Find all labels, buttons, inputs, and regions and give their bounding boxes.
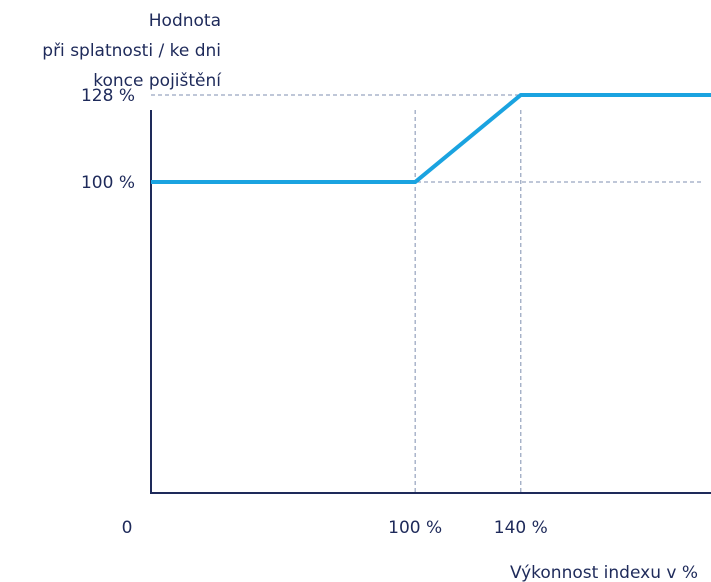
y-tick-label: 128 % <box>81 86 135 106</box>
series-line <box>151 92 711 185</box>
x-axis-title: Výkonnost indexu v % <box>510 563 698 582</box>
y-axis-title-line-1: Hodnota <box>149 11 221 31</box>
y-axis-title-line-2: při splatnosti / ke dni <box>42 41 221 61</box>
guide-lines <box>151 94 702 493</box>
x-tick-label: 140 % <box>494 518 548 538</box>
tick-labels: 100 % 140 % 100 % 128 % <box>81 86 548 538</box>
series-group <box>151 92 711 185</box>
origin-label: 0 <box>122 518 133 538</box>
y-axis-title-line-3: konce pojištění <box>93 71 222 91</box>
x-tick-label: 100 % <box>388 518 442 538</box>
y-tick-label: 100 % <box>81 173 135 193</box>
